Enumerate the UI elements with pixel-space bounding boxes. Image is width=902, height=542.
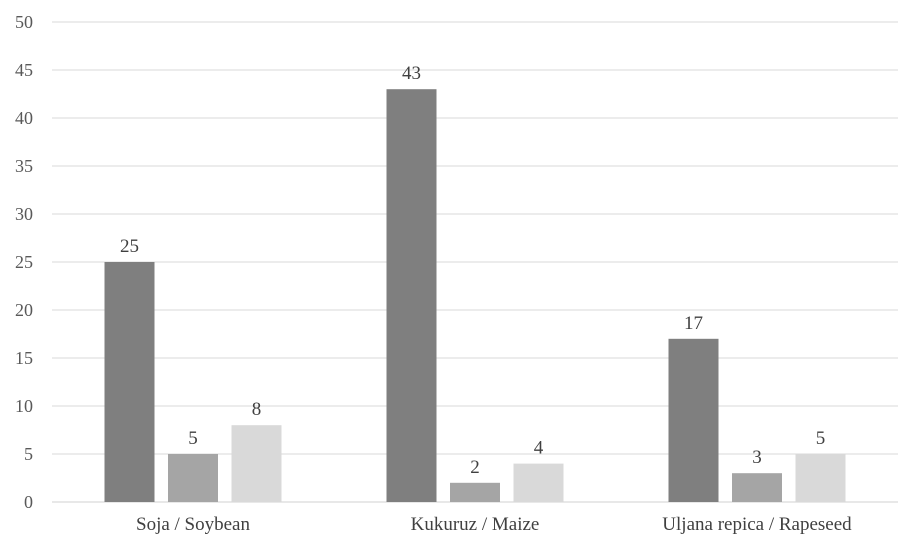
bar [386, 89, 437, 502]
data-label: 43 [402, 63, 421, 84]
y-tick-label: 45 [15, 60, 33, 80]
bar [513, 463, 564, 502]
data-label: 8 [252, 399, 262, 420]
data-labels: 25 5 8 43 2 4 17 3 5 [120, 63, 825, 478]
x-category-label: Soja / Soybean [136, 514, 250, 535]
x-axis-categories: Soja / Soybean Kukuruz / Maize Uljana repi… [136, 514, 852, 535]
x-category-label: Kukuruz / Maize [411, 514, 540, 535]
bar [795, 454, 846, 502]
bar [732, 473, 782, 502]
y-tick-label: 30 [15, 204, 33, 224]
y-tick-label: 25 [15, 252, 33, 272]
y-tick-label: 5 [24, 444, 33, 464]
y-tick-label: 50 [15, 12, 33, 32]
y-tick-label: 35 [15, 156, 33, 176]
data-label: 5 [816, 428, 826, 449]
y-tick-label: 0 [24, 492, 33, 512]
bar [231, 425, 282, 502]
bars [104, 89, 846, 502]
data-label: 3 [752, 447, 762, 468]
y-tick-label: 10 [15, 396, 33, 416]
bar [104, 262, 155, 502]
data-label: 5 [188, 428, 198, 449]
y-tick-label: 40 [15, 108, 33, 128]
data-label: 17 [684, 313, 703, 334]
bar [450, 482, 500, 502]
y-tick-label: 20 [15, 300, 33, 320]
data-label: 25 [120, 236, 139, 257]
y-tick-label: 15 [15, 348, 33, 368]
data-label: 4 [534, 438, 544, 459]
gridlines [52, 21, 898, 503]
y-axis-ticks: 0 5 10 15 20 25 30 35 40 45 50 [15, 12, 33, 512]
bar [668, 338, 719, 502]
bar [168, 454, 218, 502]
x-category-label: Uljana repica / Rapeseed [662, 514, 852, 535]
data-label: 2 [470, 457, 480, 478]
